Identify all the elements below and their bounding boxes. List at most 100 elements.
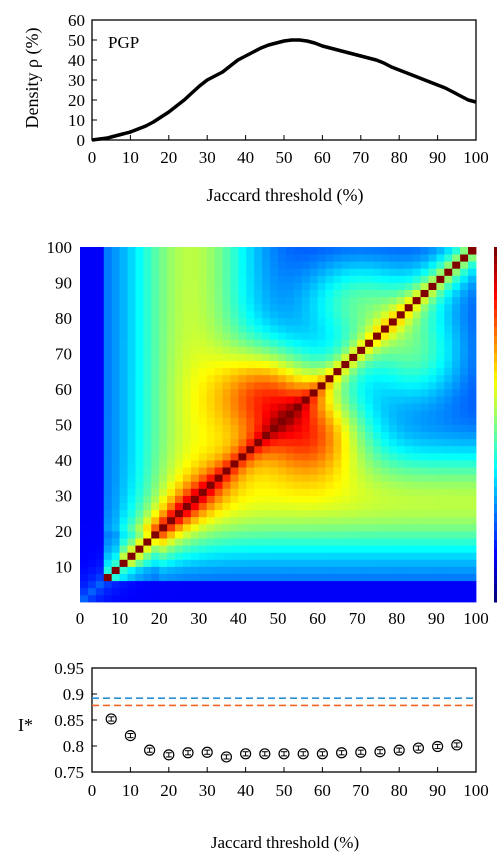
heatmap-cell [412,495,421,503]
heatmap-cell [119,431,128,440]
heatmap-cell [246,247,255,255]
heatmap-cell [278,396,287,404]
colorbar-segment [494,264,497,275]
heatmap-cell [341,318,350,326]
heatmap-cell [198,247,208,255]
heatmap-cell [333,346,342,354]
heatmap-cell [135,325,144,333]
heatmap-cell [182,467,192,475]
heatmap-cell [333,467,342,475]
heatmap-cell [357,410,366,418]
heatmap-cell [301,275,311,283]
heatmap-cell [270,488,279,496]
heatmap-cell [365,325,374,333]
heatmap-cell [262,389,271,397]
heatmap-cell [420,282,429,290]
heatmap-cell [95,481,105,489]
heatmap-cell [365,254,374,262]
heatmap-cell [380,460,390,468]
heatmap-cell [182,289,192,298]
heatmap-cell [380,559,390,567]
heatmap-cell [262,325,271,333]
heatmap-cell [254,339,263,347]
heatmap-cell [396,495,406,503]
heatmap-cell [317,431,326,440]
heatmap-cell [278,502,287,511]
heatmap-cell [95,346,105,354]
heatmap-cell [151,467,160,475]
colorbar-segment [494,539,497,550]
heatmap-cell [357,381,366,390]
heatmap-cell [246,367,255,376]
heatmap-cell [230,353,239,361]
heatmap-cell [285,452,295,461]
heatmap-cell [444,580,453,589]
heatmap-cell [119,481,128,489]
heatmap-cell [246,318,255,326]
heatmap-cell [167,261,176,269]
heatmap-cell [325,318,334,326]
heatmap-cell [151,502,160,511]
heatmap-cell [444,531,453,539]
heatmap-cell [175,417,184,425]
heatmap-cell [270,502,279,511]
heatmap-cell [412,438,421,447]
heatmap-cell [309,303,318,312]
istar-data-point [297,748,309,760]
heatmap-cell [127,474,136,482]
istar-x-tick-label: 90 [429,781,446,800]
heatmap-cell [325,431,334,440]
heatmap-cell [246,566,255,574]
heatmap-cell [325,367,334,376]
heatmap-cell [127,346,136,354]
heatmap-cell [373,552,382,560]
heatmap-cell [254,303,263,312]
heatmap-cell [159,438,168,447]
heatmap-cell [309,445,318,454]
heatmap-cell [388,318,398,326]
heatmap-cell [182,296,192,305]
heatmap-cell [167,445,176,454]
heatmap-cell [119,268,128,276]
heatmap-cell [80,545,89,553]
heatmap-cell [103,573,113,582]
istar-data-point [124,729,136,742]
heatmap-cell [159,566,168,574]
heatmap-cell [309,573,318,582]
heatmap-cell [293,254,303,262]
heatmap-cell [190,325,200,333]
heatmap-cell [278,303,287,312]
heatmap-cell [254,431,263,440]
heatmap-cell [167,523,176,532]
heatmap-cell [80,332,89,340]
heatmap-cell [309,460,318,468]
density-y-tick-label: 20 [68,91,85,110]
heatmap-cell [214,438,223,447]
heatmap-cell [143,481,152,489]
heatmap-cell [198,580,208,589]
heatmap-y-tick-label: 50 [55,416,72,435]
heatmap-cell [452,332,461,340]
heatmap-cell [143,346,152,354]
heatmap-cell [365,296,374,305]
heatmap-cell [230,303,239,312]
heatmap-cell [373,318,382,326]
heatmap-cell [270,516,279,525]
heatmap-cell [357,460,366,468]
heatmap-cell [159,339,168,347]
heatmap-cell [127,445,136,454]
heatmap-cell [293,296,303,305]
istar-data-point [336,747,348,759]
heatmap-cell [285,594,295,603]
heatmap-cell [452,247,461,255]
heatmap-cell [396,431,406,440]
heatmap-cell [230,389,239,397]
heatmap-cell [111,417,120,425]
heatmap-cell [143,445,152,454]
heatmap-cell [95,467,105,475]
heatmap-cell [373,481,382,489]
heatmap-cell [143,261,152,269]
heatmap-cell [349,523,358,532]
heatmap-cell [230,538,239,546]
